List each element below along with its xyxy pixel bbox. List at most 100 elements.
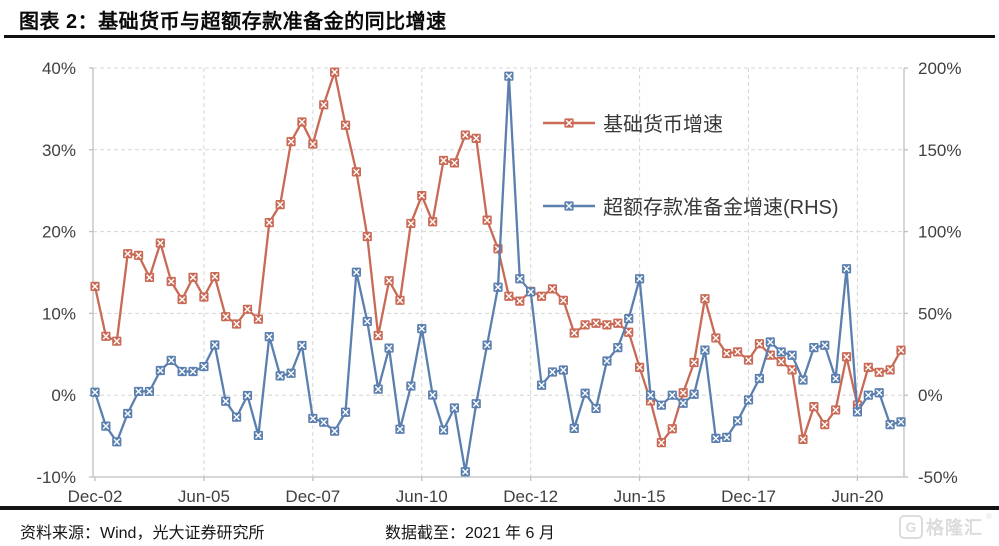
data-point-marker [493, 282, 503, 292]
data-point-marker [733, 416, 743, 426]
source-note: 资料来源：Wind，光大证券研究所 [20, 525, 265, 542]
data-point-marker [831, 373, 841, 384]
figure-title: 图表 2：基础货币与超额存款准备金的同比增速 [19, 11, 447, 33]
data-point-marker [515, 274, 525, 284]
data-point-marker [188, 366, 198, 377]
x-axis-tick-label: Jun-05 [178, 487, 230, 506]
data-point-marker [188, 272, 198, 283]
data-point-marker [547, 367, 558, 377]
data-point-marker [253, 430, 263, 441]
data-point-marker [406, 381, 416, 391]
data-point-marker [820, 340, 830, 350]
data-point-marker [558, 365, 568, 375]
data-point-marker [569, 423, 579, 434]
left-axis-tick-label: 30% [42, 141, 76, 160]
left-axis-tick-label: 10% [42, 304, 76, 323]
data-point-marker [460, 130, 470, 140]
x-axis-tick-label: Jun-20 [831, 487, 883, 506]
data-point-marker [624, 314, 634, 324]
data-point-marker [221, 312, 231, 322]
data-point-marker [591, 403, 601, 414]
data-point-marker [101, 421, 111, 431]
data-point-marker [297, 117, 307, 127]
footer-divider [0, 506, 999, 510]
x-axis-tick-label: Jun-10 [396, 487, 448, 506]
data-point-marker [330, 67, 340, 77]
data-point-marker [373, 384, 383, 394]
axes [89, 67, 908, 481]
data-point-marker [798, 375, 808, 385]
legend-marker-base-money [543, 117, 595, 128]
data-point-marker [221, 396, 231, 406]
legend-item-excess-reserves: 超额存款准备金增速(RHS) [541, 191, 839, 220]
data-point-marker [689, 389, 699, 399]
data-point-marker [515, 296, 525, 306]
data-point-marker [634, 274, 645, 284]
data-point-marker [863, 362, 873, 372]
data-point-marker [852, 407, 863, 417]
data-point-marker [112, 437, 122, 447]
data-point-marker [809, 342, 819, 353]
series-excess-reserves [90, 71, 906, 477]
data-point-marker [580, 320, 590, 330]
data-point-marker [231, 412, 242, 422]
data-point-marker [351, 167, 362, 177]
data-point-marker [526, 287, 536, 297]
data-point-marker [417, 191, 427, 201]
right-axis-tick-label: 200% [918, 59, 961, 78]
data-point-marker [874, 367, 884, 377]
x-axis-tick-label: Dec-02 [68, 487, 123, 506]
data-point-marker [820, 420, 830, 430]
data-point-marker [308, 413, 318, 424]
legend-label-base-money: 基础货币增速 [603, 114, 723, 136]
data-point-marker [678, 398, 688, 408]
data-point-marker [210, 340, 220, 350]
data-point-marker [155, 365, 165, 376]
data-point-marker [504, 71, 514, 81]
data-point-marker [765, 337, 775, 347]
data-point-marker [482, 215, 492, 225]
data-point-marker [340, 407, 351, 417]
data-point-marker [700, 294, 710, 304]
series-base-money [90, 67, 906, 448]
right-axis-tick-label: 150% [918, 141, 961, 160]
data-point-marker [242, 390, 253, 401]
data-point-marker [373, 330, 383, 341]
right-axis-tick-label: 100% [918, 223, 961, 242]
left-axis-tick-label: 0% [51, 386, 76, 405]
data-point-marker [177, 294, 187, 305]
registered-mark: ® [986, 512, 992, 521]
data-point-marker [536, 380, 547, 390]
data-point-marker [678, 388, 688, 398]
data-point-marker [395, 424, 405, 434]
data-point-marker [754, 373, 765, 384]
data-point-marker [667, 390, 677, 400]
data-point-marker [841, 264, 852, 274]
data-point-marker [449, 158, 460, 168]
data-point-marker [471, 133, 481, 143]
data-point-marker [743, 395, 754, 405]
data-point-marker [536, 291, 547, 301]
data-point-marker [809, 402, 819, 412]
x-axis-tick-label: Dec-12 [503, 487, 558, 506]
data-point-marker [133, 386, 144, 397]
right-axis-tick-label: 50% [918, 304, 952, 323]
x-axis-tick-label: Dec-07 [285, 487, 340, 506]
right-axis-labels: 200% 150% 100% 50% 0% -50% [918, 59, 961, 487]
data-point-marker [602, 356, 612, 366]
left-axis-tick-label: 20% [42, 223, 76, 242]
data-point-marker [700, 345, 710, 355]
data-point-marker [591, 318, 601, 328]
data-point-marker [231, 319, 242, 329]
data-point-marker [689, 357, 699, 368]
data-point-marker [166, 276, 176, 287]
data-point-marker [885, 420, 895, 430]
data-point-marker [863, 390, 873, 400]
data-point-marker [112, 336, 122, 346]
data-point-marker [362, 231, 372, 242]
data-point-marker [711, 333, 721, 343]
data-point-marker [787, 365, 797, 375]
data-point-marker [449, 403, 460, 413]
